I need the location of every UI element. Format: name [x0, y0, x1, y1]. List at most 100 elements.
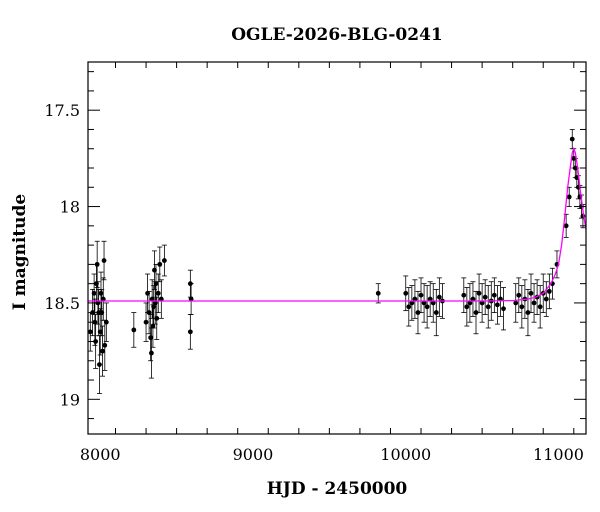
data-marker: [403, 290, 409, 296]
data-marker: [101, 258, 107, 263]
data-marker: [491, 292, 497, 298]
data-point: [546, 273, 552, 310]
data-marker: [150, 323, 156, 329]
data-marker: [470, 296, 476, 302]
data-point: [100, 325, 106, 377]
data-point: [161, 244, 167, 277]
data-point: [103, 302, 109, 342]
x-axis-label: HJD - 2450000: [267, 479, 408, 499]
data-point: [131, 312, 137, 348]
data-point: [101, 240, 107, 281]
data-point: [96, 335, 102, 394]
x-tick-label: 9000: [233, 445, 274, 464]
data-marker: [91, 290, 97, 296]
data-marker: [94, 261, 100, 267]
data-marker: [566, 194, 572, 200]
data-marker: [131, 327, 137, 333]
data-marker: [482, 294, 488, 300]
data-point: [566, 186, 572, 207]
data-marker: [421, 300, 427, 306]
data-marker: [187, 329, 193, 335]
data-marker: [569, 136, 575, 142]
data-marker: [494, 302, 500, 308]
data-marker: [516, 292, 522, 298]
data-marker: [430, 300, 436, 306]
data-point: [519, 285, 525, 329]
data-point: [424, 285, 430, 329]
data-point: [464, 287, 470, 327]
data-point: [494, 285, 500, 325]
data-marker: [100, 296, 106, 302]
data-point: [188, 283, 194, 315]
data-point: [143, 302, 149, 342]
data-marker: [501, 306, 506, 312]
data-point: [403, 275, 409, 312]
data-marker: [100, 348, 105, 354]
data-marker: [415, 310, 421, 315]
data-point: [528, 273, 534, 313]
data-point: [479, 283, 485, 323]
data-point: [476, 273, 482, 313]
data-marker: [158, 296, 164, 302]
data-marker: [424, 304, 430, 310]
data-point: [427, 281, 433, 317]
data-point: [470, 281, 476, 317]
data-marker: [467, 300, 473, 306]
data-point: [516, 277, 522, 313]
data-marker: [525, 310, 531, 315]
data-marker: [476, 290, 482, 296]
y-axis-label: I magnitude: [10, 194, 30, 311]
data-marker: [412, 296, 418, 302]
data-marker: [157, 261, 163, 267]
chart-title: OGLE-2026-BLG-0241: [231, 25, 443, 45]
data-point: [415, 290, 421, 335]
data-marker: [537, 304, 543, 310]
data-point: [94, 240, 100, 288]
data-point: [418, 277, 424, 313]
data-point: [433, 289, 439, 337]
y-tick-label: 19: [60, 390, 80, 409]
data-marker: [433, 310, 439, 315]
y-tick-label: 18.5: [44, 294, 80, 313]
data-marker: [154, 315, 160, 321]
plot-frame: [87, 61, 587, 435]
data-marker: [461, 292, 467, 298]
data-marker: [88, 329, 93, 335]
data-point: [473, 290, 479, 335]
data-marker: [479, 300, 485, 306]
data-point: [88, 312, 93, 352]
data-point: [421, 283, 427, 323]
data-point: [146, 290, 152, 335]
data-marker: [161, 258, 167, 263]
data-point: [158, 279, 164, 319]
data-marker: [153, 281, 159, 287]
data-point: [91, 273, 97, 313]
data-point: [102, 319, 108, 371]
data-marker: [93, 339, 99, 344]
data-marker: [103, 319, 109, 325]
data-point: [154, 296, 160, 340]
data-marker: [409, 300, 415, 306]
data-marker: [473, 310, 479, 315]
data-marker: [97, 362, 102, 368]
data-point: [93, 314, 99, 369]
data-marker: [102, 342, 108, 348]
x-tick-label: 11000: [533, 445, 584, 464]
data-point: [92, 298, 98, 346]
data-point: [153, 263, 159, 304]
data-point: [461, 277, 467, 313]
x-tick-label: 8000: [80, 445, 121, 464]
data-point: [569, 129, 575, 150]
data-marker: [543, 296, 549, 302]
data-point: [537, 285, 543, 329]
data-point: [491, 277, 497, 313]
data-point: [467, 283, 473, 323]
data-marker: [546, 288, 552, 294]
data-marker: [436, 294, 442, 300]
data-point: [187, 314, 193, 350]
plot-content: [88, 129, 586, 394]
data-point: [436, 277, 442, 317]
data-marker: [519, 304, 525, 310]
data-point: [485, 285, 491, 329]
data-marker: [375, 290, 381, 296]
